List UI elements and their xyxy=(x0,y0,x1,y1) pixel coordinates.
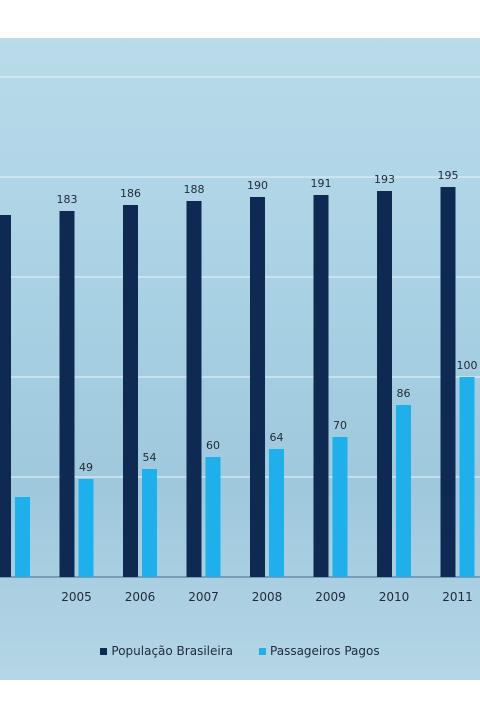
data-label-populacao-2007: 188 xyxy=(184,183,205,196)
bar-populacao-2007 xyxy=(186,201,202,577)
data-label-passageiros-2007: 60 xyxy=(206,439,220,452)
x-tick-label-2009: 2009 xyxy=(315,590,346,604)
x-tick-label-2007: 2007 xyxy=(188,590,219,604)
legend-item-populacao: População Brasileira xyxy=(100,644,233,658)
data-label-populacao-2008: 190 xyxy=(247,179,268,192)
bar-passageiros-2011 xyxy=(459,377,475,577)
bar-chart: 1834918654188601906419170193861951001 20… xyxy=(0,76,480,604)
bar-passageiros-2007 xyxy=(205,457,221,577)
bar-populacao-2008 xyxy=(250,197,265,577)
bar-passageiros-2005 xyxy=(78,479,94,577)
data-label-passageiros-2009: 70 xyxy=(333,419,347,432)
bar-populacao-2010 xyxy=(377,191,392,577)
data-label-passageiros-2008: 64 xyxy=(270,431,284,444)
legend: População Brasileira Passageiros Pagos xyxy=(0,644,480,658)
data-label-populacao-2011: 195 xyxy=(438,169,459,182)
x-tick-label-2005: 2005 xyxy=(61,590,92,604)
bar-passageiros-2010 xyxy=(396,405,411,577)
data-label-passageiros-2011: 100 xyxy=(457,359,478,372)
bar-passageiros-2004 xyxy=(15,497,30,577)
x-tick-label-2010: 2010 xyxy=(379,590,410,604)
bar-passageiros-2009 xyxy=(332,437,348,577)
bars xyxy=(0,187,475,577)
legend-swatch xyxy=(259,647,267,655)
data-label-populacao-2005: 183 xyxy=(57,193,78,206)
bar-populacao-2011 xyxy=(440,187,456,577)
x-tick-label-2011: 2011 xyxy=(442,590,473,604)
bar-passageiros-2008 xyxy=(269,449,284,577)
legend-item-passageiros: Passageiros Pagos xyxy=(259,644,380,658)
data-label-passageiros-2010: 86 xyxy=(397,387,411,400)
chart-area: 1834918654188601906419170193861951001 20… xyxy=(0,38,480,680)
bar-populacao-2005 xyxy=(59,211,75,577)
bar-populacao-2009 xyxy=(313,195,329,577)
x-tick-label-2008: 2008 xyxy=(252,590,283,604)
bar-populacao-2004 xyxy=(0,215,11,577)
data-label-populacao-2009: 191 xyxy=(311,177,332,190)
bar-populacao-2006 xyxy=(123,205,138,577)
bar-passageiros-2006 xyxy=(142,469,157,577)
data-label-populacao-2010: 193 xyxy=(374,173,395,186)
legend-label: Passageiros Pagos xyxy=(270,644,380,658)
legend-label: População Brasileira xyxy=(111,644,234,658)
data-label-populacao-2006: 186 xyxy=(120,187,141,200)
data-labels: 1834918654188601906419170193861951001 xyxy=(57,169,478,474)
data-label-passageiros-2006: 54 xyxy=(143,451,157,464)
x-tick-label-2006: 2006 xyxy=(125,590,156,604)
x-tick-labels: 20052006200720082009201020112 xyxy=(61,590,473,604)
data-label-passageiros-2005: 49 xyxy=(79,461,93,474)
legend-swatch xyxy=(100,647,108,655)
